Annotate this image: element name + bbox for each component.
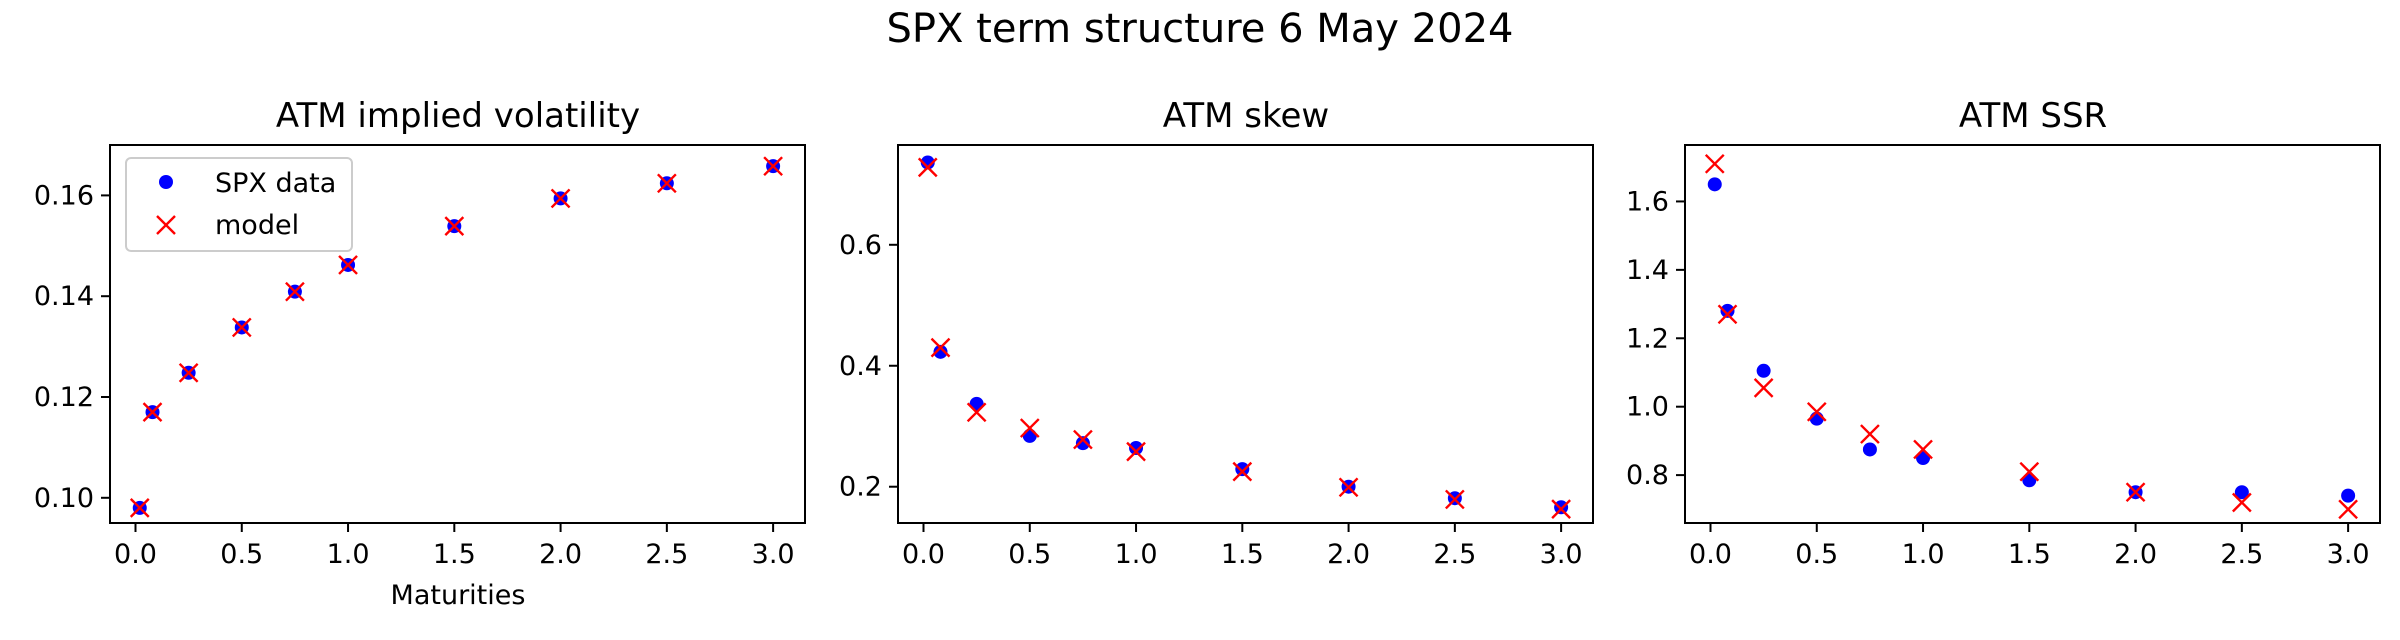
panel-3-axes-frame [1684,144,2381,524]
panel-2-xtick-label: 0.5 [1008,539,1051,570]
panel-3-point-model [1860,424,1880,444]
panel-3-ytick-label: 1.4 [1626,255,1669,286]
panel-1-point-model [338,255,358,275]
panel-1-xtick-label: 0.5 [220,539,263,570]
panel-3-point-spx-data [1720,303,1735,318]
panel-2-xtick-label: 1.0 [1115,539,1158,570]
panel-atm-implied-volatility: ATM implied volatility Maturities 0.0 0.5… [34,96,806,611]
panel-1-ytick-label: 0.16 [34,180,94,211]
panel-2-plot: 0.0 0.5 1.0 1.5 2.0 2.5 3.0 0.2 0.4 0.6 [839,144,1594,570]
panel-1-point-model [763,156,783,177]
panel-3-xtick-label: 0.0 [1689,539,1732,570]
panel-3-ytick-label: 0.8 [1626,460,1669,491]
panel-2-title: ATM skew [1163,96,1329,136]
panel-3-point-model [1913,439,1933,460]
panel-1-xlabel: Maturities [391,580,526,611]
legend-label-model: model [215,210,299,241]
panel-1-point-model [231,317,252,338]
panel-1-point-model [285,281,305,302]
panel-1-ytick-label: 0.10 [34,483,94,514]
panel-3-xtick-label: 1.0 [1902,539,1945,570]
panel-2-xtick-label: 0.0 [902,539,945,570]
panel-1-point-model [550,188,571,209]
panel-1-ytick-label: 0.14 [34,281,94,312]
panel-2-axes-frame [897,144,1594,524]
legend: SPX data model [125,157,353,252]
panel-3-ytick-label: 1.0 [1626,392,1669,423]
panel-1-title: ATM implied volatility [276,96,640,136]
panel-2-point-model [1126,441,1146,462]
panel-2-point-model [917,157,938,178]
panel-2-point-spx-data [920,155,935,170]
panel-1-xtick-label: 0.0 [114,539,157,570]
panel-2-point-model [1073,429,1093,450]
panel-3-point-spx-data [1809,411,1824,426]
panel-2-point-spx-data [1075,436,1090,451]
panel-3-point-model [1806,401,1827,422]
panel-3-xtick-label: 1.5 [2008,539,2051,570]
panel-3-ytick-label: 1.2 [1626,323,1669,354]
panel-3-point-spx-data [1707,177,1722,192]
panel-1-point-model [142,402,163,422]
panel-3-point-spx-data [2234,485,2249,500]
panel-3-point-model [2338,499,2358,520]
panel-2-point-model [966,402,987,423]
panel-1-xtick-label: 1.0 [327,539,370,570]
panel-2-point-model [1551,499,1571,519]
panel-1-xtick-label: 2.0 [539,539,582,570]
panel-3-point-spx-data [2341,488,2356,503]
panel-3-point-model [1753,378,1774,398]
panel-1-axes-frame [109,144,806,524]
panel-2-xtick-label: 2.5 [1433,539,1476,570]
panel-1-point-model [444,216,465,236]
panel-3-point-model [1704,153,1725,174]
panel-3-xtick-label: 2.5 [2220,539,2263,570]
panel-2-point-spx-data [1554,500,1569,515]
panel-1-point-model [129,498,150,518]
panel-2-xtick-label: 1.5 [1221,539,1264,570]
panel-3-xtick-label: 0.5 [1795,539,1838,570]
panel-2-point-model [1445,489,1465,510]
panel-1-point-model [178,362,199,383]
panel-1-xtick-label: 1.5 [433,539,476,570]
legend-frame [125,157,353,252]
panel-2-ytick-label: 0.6 [839,230,882,261]
legend-marker-model [156,215,176,235]
legend-marker-spx-data [159,175,173,189]
panel-atm-ssr: ATM SSR 0.0 0.5 1.0 1.5 2.0 2.5 3.0 0.8 1.0 1.2 1.… [1626,96,2381,570]
panel-1-xtick-label: 3.0 [752,539,795,570]
figure-suptitle: SPX term structure 6 May 2024 [887,6,1514,52]
panel-2-point-spx-data [1235,462,1250,477]
panel-3-title: ATM SSR [1959,96,2107,136]
panel-2-ytick-label: 0.4 [839,351,882,382]
panel-2-point-spx-data [1129,441,1144,456]
panel-3-point-spx-data [1862,442,1877,457]
panel-2-ytick-label: 0.2 [839,472,882,503]
panel-1-plot: 0.0 0.5 1.0 1.5 2.0 2.5 3.0 0.10 0.12 0.14 0.16 [34,144,806,570]
panel-3-point-model [2019,461,2040,482]
panel-3-point-model [2232,492,2252,513]
panel-3-point-model [1717,304,1738,325]
panel-2-point-model [1019,418,1040,438]
panel-2-point-model [930,337,951,358]
panel-atm-skew: ATM skew 0.0 0.5 1.0 1.5 2.0 2.5 3.0 0.2 0.4 0.6 [839,96,1594,570]
panel-1-xtick-label: 2.5 [645,539,688,570]
panel-3-plot: 0.0 0.5 1.0 1.5 2.0 2.5 3.0 0.8 1.0 1.2 1.4 1.6 [1626,144,2381,570]
panel-1-ytick-label: 0.12 [34,382,94,413]
panel-3-ytick-label: 1.6 [1626,186,1669,217]
panel-2-xtick-label: 2.0 [1327,539,1370,570]
panel-2-point-spx-data [933,344,948,359]
panel-2-point-model [1338,477,1359,498]
panel-3-xtick-label: 2.0 [2114,539,2157,570]
panel-3-xtick-label: 3.0 [2327,539,2370,570]
legend-label-spx-data: SPX data [215,168,336,199]
panel-2-point-model [1232,461,1253,482]
panel-2-point-spx-data [1022,428,1037,443]
panel-3-point-model [2125,482,2146,503]
panel-2-xtick-label: 3.0 [1540,539,1583,570]
panel-1-point-model [657,173,677,194]
panel-3-point-spx-data [1756,363,1771,378]
